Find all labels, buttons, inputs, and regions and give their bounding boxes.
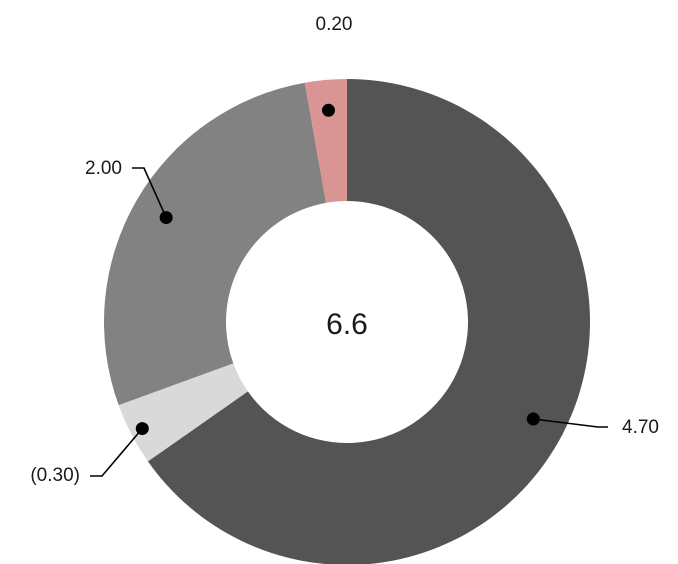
- leader-lines: [90, 103, 608, 477]
- slice-label-0: 4.70: [622, 417, 659, 438]
- leader-dot-3: [321, 103, 335, 117]
- leader-line-1: [90, 428, 143, 477]
- slice-label-1: (0.30): [30, 465, 80, 486]
- donut-slice-0: [147, 79, 590, 564]
- donut-slice-1: [118, 363, 248, 462]
- slice-labels: 4.70 (0.30) 2.00 0.20: [30, 14, 659, 486]
- leader-line-0: [533, 418, 608, 428]
- donut-slice-2: [103, 82, 326, 406]
- slice-label-3: 0.20: [316, 14, 353, 35]
- donut-slice-3: [304, 79, 347, 203]
- slice-label-2: 2.00: [85, 158, 122, 179]
- leader-line-2: [132, 167, 167, 218]
- donut-slices: [103, 79, 590, 564]
- center-total-label: 6.6: [326, 308, 368, 341]
